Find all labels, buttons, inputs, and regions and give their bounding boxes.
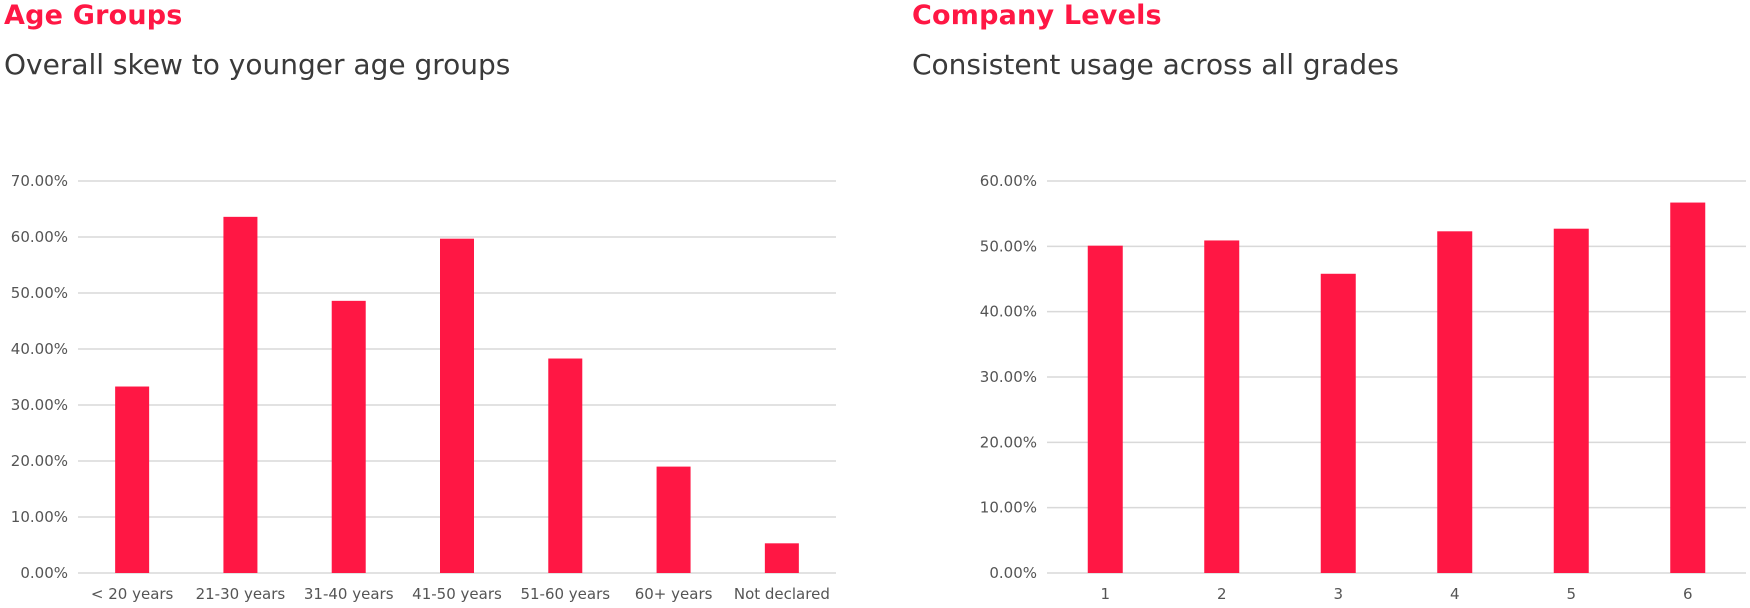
company-levels-subtitle: Consistent usage across all grades: [912, 48, 1399, 81]
x-tick-label: 6: [1683, 585, 1693, 603]
y-tick-label: 30.00%: [11, 396, 68, 414]
x-tick-label: Not declared: [734, 585, 830, 603]
company-level-bar: [1553, 228, 1589, 573]
y-tick-label: 10.00%: [980, 499, 1037, 517]
x-tick-label: 21-30 years: [196, 585, 286, 603]
y-tick-label: 60.00%: [980, 172, 1037, 190]
age-groups-title: Age Groups: [4, 0, 183, 31]
company-levels-panel: Company Levels Consistent usage across a…: [912, 0, 1750, 608]
age-group-bar: [656, 466, 691, 573]
y-tick-label: 0.00%: [989, 564, 1037, 582]
x-tick-label: 41-50 years: [412, 585, 502, 603]
y-tick-label: 0.00%: [20, 564, 68, 582]
company-level-bar: [1204, 240, 1240, 573]
y-tick-label: 60.00%: [11, 228, 68, 246]
company-levels-title: Company Levels: [912, 0, 1162, 31]
x-tick-label: 5: [1566, 585, 1576, 603]
age-group-bar: [331, 300, 366, 573]
age-groups-subtitle: Overall skew to younger age groups: [4, 48, 511, 81]
y-tick-label: 50.00%: [11, 284, 68, 302]
x-tick-label: 1: [1100, 585, 1110, 603]
company-level-bar: [1670, 202, 1706, 573]
age-group-bar: [764, 543, 799, 573]
age-group-bar: [440, 238, 474, 573]
company-level-bar: [1320, 273, 1356, 573]
age-groups-chart: 0.00% 10.00% 20.00% 30.00% 40.00% 50.00% 60.00…: [11, 172, 836, 603]
x-tick-label: 51-60 years: [520, 585, 610, 603]
y-tick-label: 30.00%: [980, 368, 1037, 386]
y-tick-label: 50.00%: [980, 237, 1037, 255]
x-tick-label: 3: [1333, 585, 1343, 603]
y-tick-label: 40.00%: [980, 303, 1037, 321]
y-tick-label: 20.00%: [11, 452, 68, 470]
company-levels-chart: 0.00% 10.00% 20.00% 30.00% 40.00% 50.00% 60.00…: [980, 172, 1746, 603]
x-tick-label: 60+ years: [635, 585, 713, 603]
age-groups-panel: Age Groups Overall skew to younger age g…: [0, 0, 850, 608]
x-tick-label: 2: [1217, 585, 1227, 603]
company-level-bar: [1437, 231, 1473, 573]
x-tick-label: 31-40 years: [304, 585, 394, 603]
company-level-bar: [1087, 245, 1123, 573]
y-tick-label: 40.00%: [11, 340, 68, 358]
age-group-bar: [548, 358, 583, 573]
age-group-bar: [115, 386, 150, 573]
y-tick-label: 10.00%: [11, 508, 68, 526]
y-tick-label: 70.00%: [11, 172, 68, 190]
x-tick-label: < 20 years: [91, 585, 174, 603]
x-tick-label: 4: [1450, 585, 1460, 603]
y-tick-label: 20.00%: [980, 433, 1037, 451]
age-group-bar: [223, 216, 258, 573]
